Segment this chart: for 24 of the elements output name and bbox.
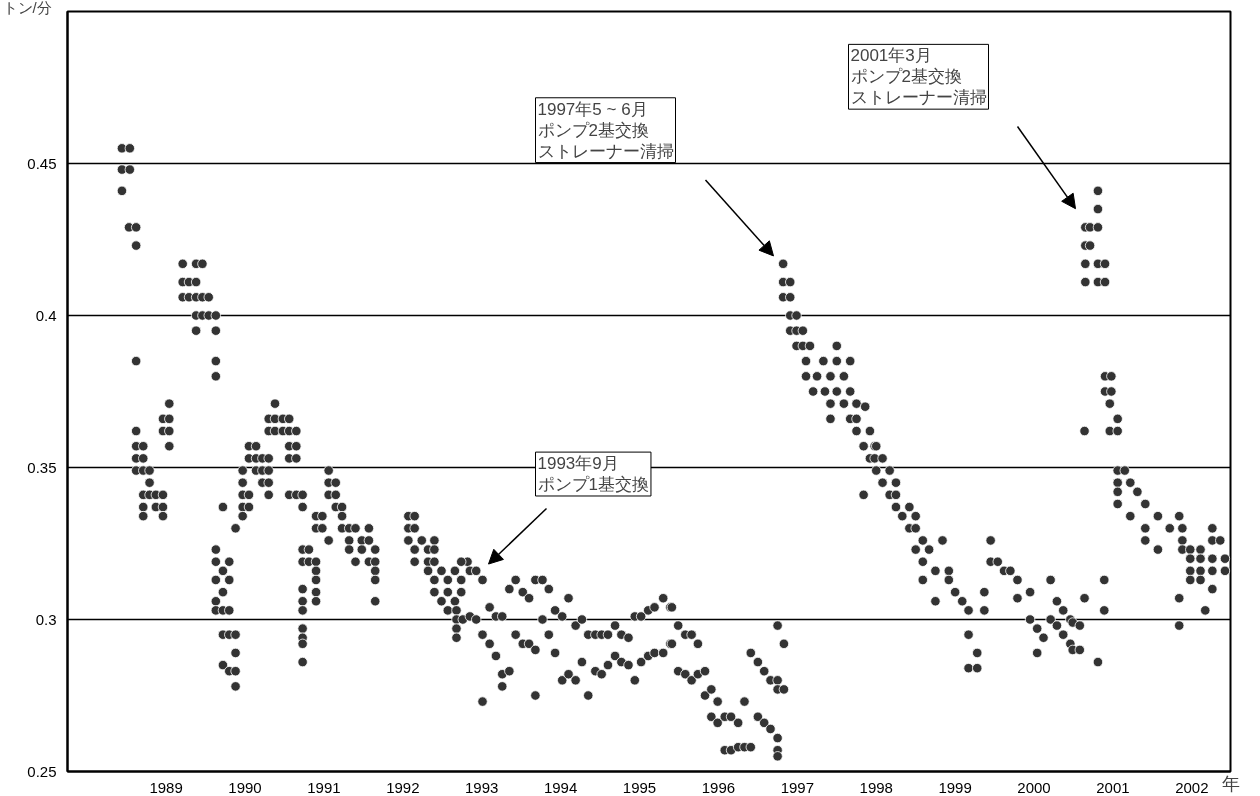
y-tick-label: 0.45 xyxy=(27,154,57,172)
x-tick-label: 1999 xyxy=(938,778,972,796)
x-tick-label: 1989 xyxy=(149,778,183,796)
x-tick-label: 1998 xyxy=(859,778,893,796)
x-tick-label: 1995 xyxy=(622,778,657,796)
x-axis-title: 年 xyxy=(1221,773,1240,794)
y-tick-label: 0.3 xyxy=(35,610,57,628)
x-tick-label: 2002 xyxy=(1175,778,1209,796)
annotation: 1997年5 ~ 6月ポンプ2基交換ストレーナー清掃 xyxy=(537,99,674,161)
y-tick-label: 0.4 xyxy=(35,306,57,324)
y-tick-label: 0.25 xyxy=(27,762,57,780)
x-tick-label: 2000 xyxy=(1017,778,1051,796)
x-tick-label: 1997 xyxy=(780,778,815,796)
annotation: 1993年9月ポンプ1基交換 xyxy=(537,454,649,494)
x-tick-label: 1996 xyxy=(701,778,736,796)
x-tick-label: 1993 xyxy=(465,778,499,796)
annotation: 2001年3月ポンプ2基交換ストレーナー清掃 xyxy=(850,46,987,108)
y-tick-label: 0.35 xyxy=(27,458,57,476)
x-tick-label: 1992 xyxy=(386,778,420,796)
x-tick-label: 2001 xyxy=(1096,778,1130,796)
x-tick-label: 1991 xyxy=(307,778,341,796)
x-tick-label: 1994 xyxy=(543,778,578,796)
x-tick-label: 1990 xyxy=(228,778,262,796)
y-axis-title: トン/分 xyxy=(2,0,52,16)
